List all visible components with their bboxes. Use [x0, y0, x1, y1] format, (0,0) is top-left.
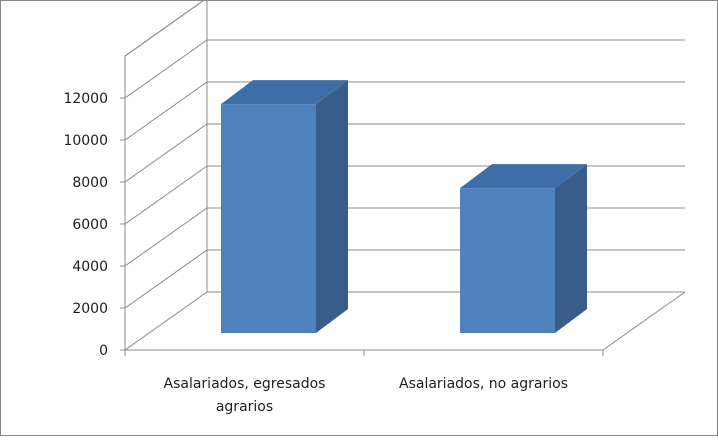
y-tick-label: 6000	[72, 217, 108, 233]
gridline	[124, 0, 206, 57]
gridline	[124, 249, 685, 309]
gridline	[124, 291, 685, 351]
bar-side	[316, 80, 348, 333]
bar-top	[460, 164, 587, 189]
gridline	[124, 165, 685, 225]
bar	[221, 80, 348, 333]
axes	[120, 56, 604, 356]
x-tick-label: agrarios	[216, 399, 273, 415]
bars	[221, 80, 587, 333]
y-tick-label: 2000	[72, 301, 108, 317]
bar	[460, 164, 587, 333]
gridline	[124, 39, 685, 99]
gridline	[124, 81, 685, 141]
y-tick-label: 12000	[63, 91, 108, 107]
y-tick-label: 0	[99, 343, 108, 359]
x-tick-label: Asalariados, egresados	[164, 376, 326, 392]
y-tick-label: 10000	[63, 133, 108, 149]
y-tick-label: 4000	[72, 259, 108, 275]
y-tick-labels: 0 2000 4000 6000 8000 10000 12000	[63, 91, 108, 359]
gridline	[124, 207, 685, 267]
bar-top	[221, 80, 348, 105]
chart-walls	[124, 0, 686, 351]
floor-right-edge	[602, 291, 686, 351]
x-tick-labels: Asalariados, egresados agrarios Asalariado…	[164, 376, 568, 415]
x-tick-label: Asalariados, no agrarios	[399, 376, 568, 392]
gridlines	[124, 0, 685, 351]
bar-front	[221, 104, 316, 333]
gridline	[124, 123, 685, 183]
y-tick-label: 8000	[72, 175, 108, 191]
bar-front	[460, 188, 555, 333]
bar-side	[555, 164, 587, 333]
